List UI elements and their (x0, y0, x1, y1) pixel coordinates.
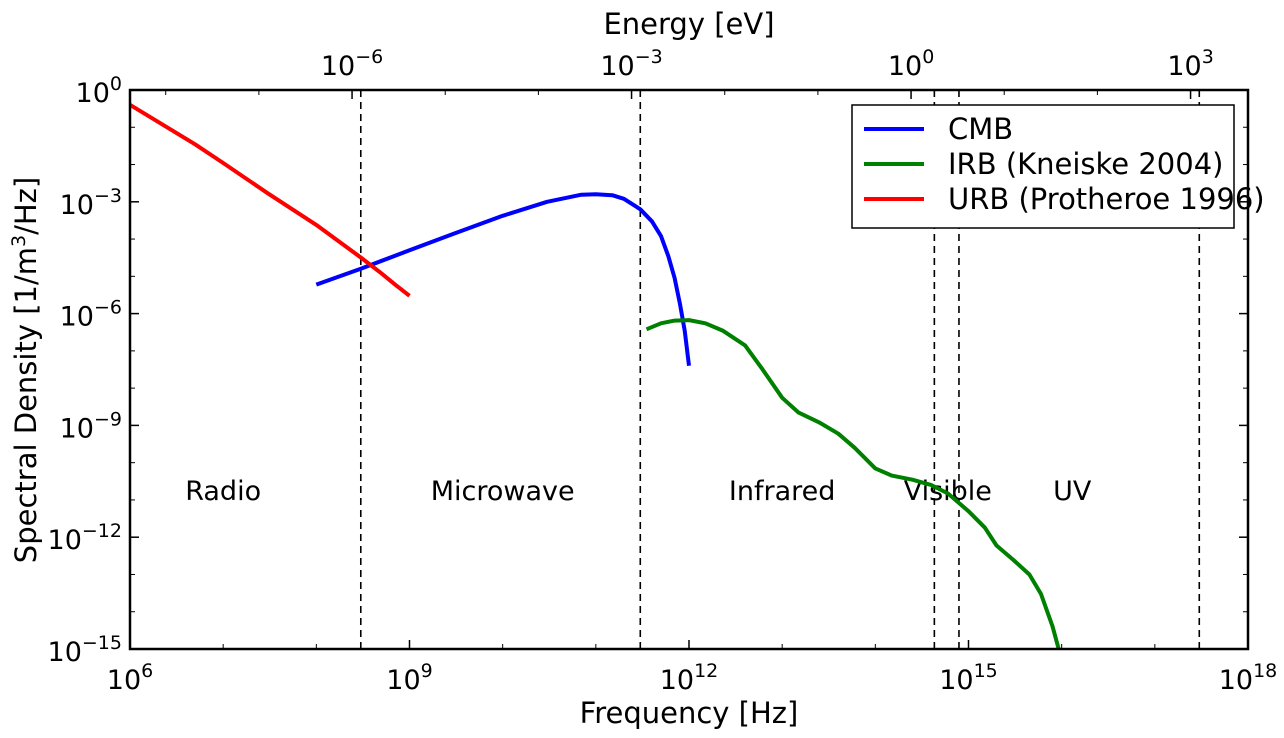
top-tick-label: 10−3 (600, 46, 662, 82)
region-label: Radio (185, 476, 261, 507)
y-axis-label-sup: 3 (8, 235, 30, 247)
x-axis-label: Frequency [Hz] (580, 696, 799, 730)
plot-frame (128, 88, 1250, 651)
y-axis-label-tail: /Hz] (9, 177, 43, 235)
y-tick-label: 10−3 (60, 185, 122, 221)
x-tick-label: 106 (107, 660, 153, 696)
region-boundary-lines (359, 90, 1201, 649)
y-tick-label: 10−6 (60, 297, 122, 333)
region-label: UV (1053, 476, 1092, 507)
legend-label: CMB (948, 112, 1013, 146)
series-line (645, 318, 1061, 649)
region-label: Infrared (729, 476, 835, 507)
series-lines (130, 103, 1061, 649)
x-tick-label: 1018 (1219, 660, 1278, 696)
tick-labels: 106 109 1012 1015 1018 100 10−3 10−6 10−9 10−12 10… (48, 46, 1278, 696)
y-tick-label: 10−9 (60, 408, 122, 444)
top-tick-label: 100 (888, 46, 934, 82)
series-line (315, 192, 691, 366)
top-tick-label: 10−6 (321, 46, 383, 82)
x-tick-label: 109 (386, 660, 432, 696)
legend-label: URB (Protheroe 1996) (948, 182, 1265, 216)
y-axis-label-main: Spectral Density [1/m (9, 247, 43, 563)
top-axis-label: Energy [eV] (603, 7, 774, 41)
legend-label: IRB (Kneiske 2004) (948, 147, 1223, 181)
y-tick-label: 10−15 (48, 632, 122, 668)
y-tick-label: 10−12 (48, 520, 122, 556)
series-line (130, 103, 411, 298)
region-label: Microwave (431, 476, 575, 507)
y-axis-label: Spectral Density [1/m3/Hz] (8, 177, 43, 563)
x-tick-label: 1012 (660, 660, 719, 696)
x-tick-label: 1015 (939, 660, 998, 696)
legend-box (851, 104, 1235, 229)
y-tick-label: 100 (76, 73, 122, 109)
top-tick-label: 103 (1167, 46, 1213, 82)
